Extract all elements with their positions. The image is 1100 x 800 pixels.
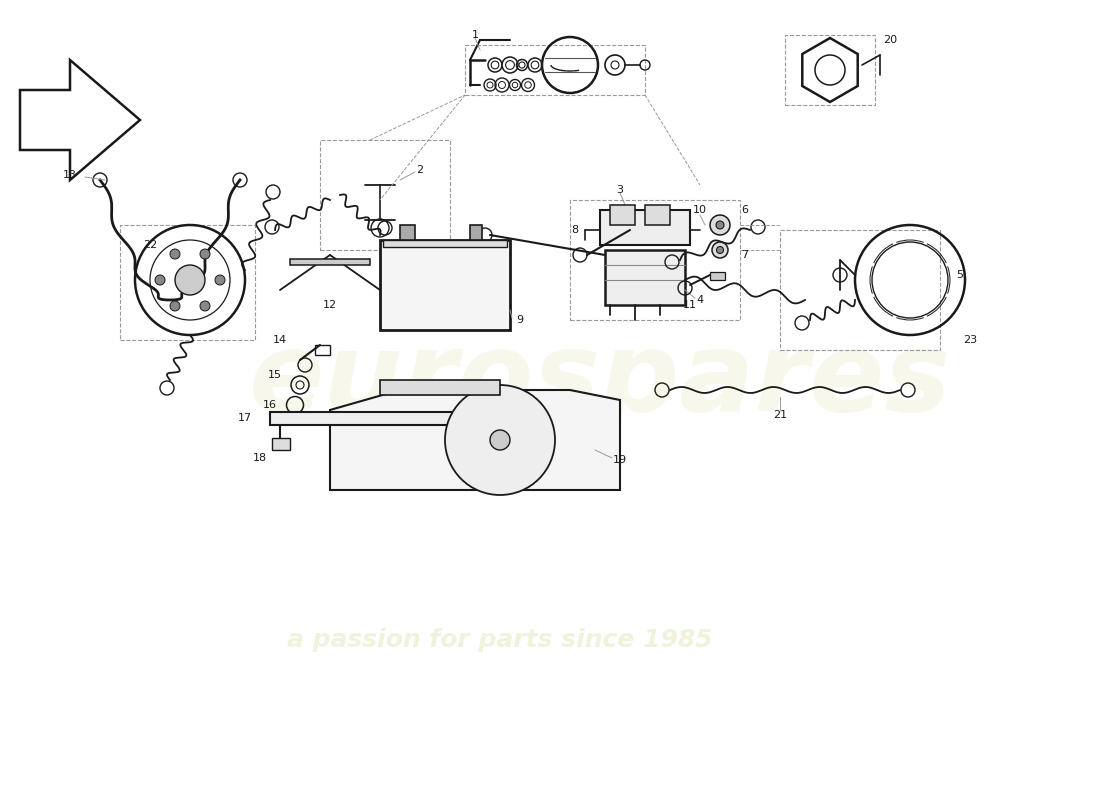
Bar — [785, 35, 874, 105]
Circle shape — [214, 275, 225, 285]
Text: 18: 18 — [253, 453, 267, 463]
Text: 1: 1 — [472, 30, 478, 40]
Polygon shape — [330, 390, 620, 490]
Bar — [470, 225, 482, 240]
Bar — [710, 272, 725, 280]
Text: 11: 11 — [683, 300, 697, 310]
Circle shape — [155, 275, 165, 285]
Bar — [315, 345, 330, 355]
Bar — [610, 205, 635, 225]
Circle shape — [170, 249, 180, 259]
Text: a passion for parts since 1985: a passion for parts since 1985 — [287, 628, 713, 652]
Circle shape — [716, 246, 724, 254]
Bar — [272, 438, 290, 450]
Text: 23: 23 — [962, 335, 977, 345]
Text: 15: 15 — [268, 370, 282, 380]
Text: 13: 13 — [63, 170, 77, 180]
Text: 7: 7 — [741, 250, 749, 260]
Text: 20: 20 — [883, 35, 898, 45]
Circle shape — [175, 265, 205, 295]
Text: 6: 6 — [741, 205, 748, 215]
Text: 21: 21 — [773, 410, 788, 420]
Text: 3: 3 — [616, 185, 624, 195]
Circle shape — [200, 301, 210, 311]
Bar — [605, 250, 685, 305]
Text: 17: 17 — [238, 413, 252, 423]
Text: 2: 2 — [417, 165, 424, 175]
Text: 4: 4 — [696, 295, 704, 305]
Text: 14: 14 — [273, 335, 287, 345]
Bar — [379, 380, 500, 395]
Bar — [320, 140, 450, 250]
Circle shape — [170, 301, 180, 311]
Bar — [645, 205, 670, 225]
Bar — [379, 240, 510, 330]
Bar — [780, 230, 940, 350]
Text: 5: 5 — [957, 270, 964, 280]
Bar — [570, 200, 740, 320]
Text: 10: 10 — [693, 205, 707, 215]
Bar — [270, 412, 470, 425]
Text: 8: 8 — [571, 225, 579, 235]
Text: 12: 12 — [323, 300, 337, 310]
Bar — [600, 210, 690, 245]
Circle shape — [490, 430, 510, 450]
Circle shape — [446, 385, 556, 495]
Text: 9: 9 — [516, 315, 524, 325]
Text: 22: 22 — [143, 240, 157, 250]
Text: 16: 16 — [263, 400, 277, 410]
Bar — [400, 225, 415, 240]
Bar — [120, 225, 255, 340]
Circle shape — [716, 221, 724, 229]
Circle shape — [712, 242, 728, 258]
Bar — [290, 259, 370, 265]
Bar — [383, 240, 507, 247]
Text: eurospares: eurospares — [249, 326, 952, 434]
Circle shape — [200, 249, 210, 259]
Bar — [465, 45, 645, 95]
Text: 19: 19 — [613, 455, 627, 465]
Circle shape — [710, 215, 730, 235]
